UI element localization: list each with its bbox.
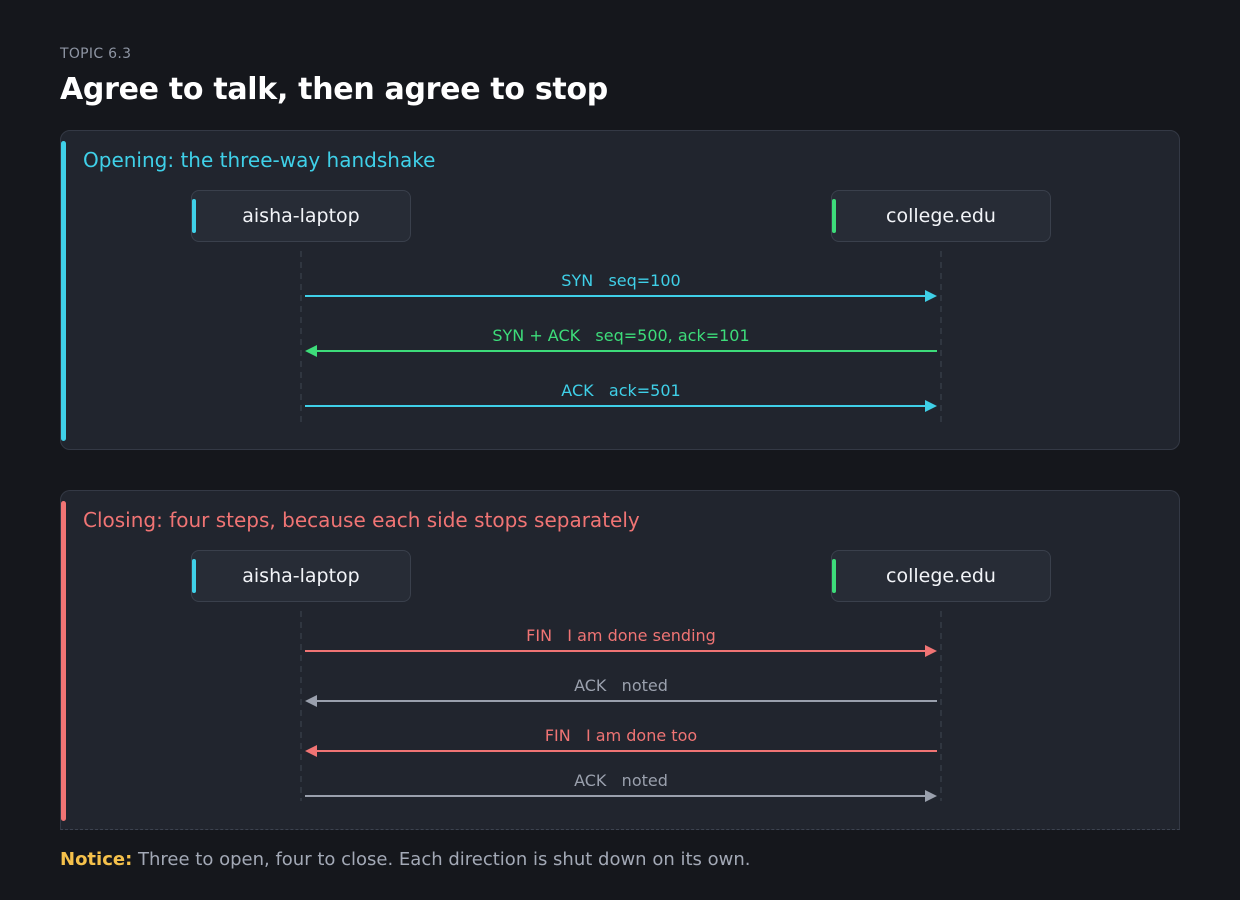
arrowhead-right-icon: [925, 400, 937, 412]
topic-kicker: TOPIC 6.3: [60, 46, 132, 62]
notice-label: Notice:: [60, 849, 133, 870]
message-fin-server: FIN I am done too: [305, 726, 937, 757]
message-label: FIN I am done sending: [526, 626, 716, 645]
message-label: ACK ack=501: [561, 381, 680, 400]
message-label: FIN I am done too: [545, 726, 697, 745]
arrowhead-left-icon: [305, 345, 317, 357]
client-node: aisha-laptop: [191, 190, 411, 242]
server-marker: [832, 199, 836, 233]
arrowhead-right-icon: [925, 790, 937, 802]
closing-panel: Closing: four steps, because each side s…: [60, 490, 1180, 830]
opening-accent-bar: [61, 141, 66, 441]
opening-panel: Opening: the three-way handshake SYN seq…: [60, 130, 1180, 450]
closing-accent-bar: [61, 501, 66, 821]
arrowhead-left-icon: [305, 745, 317, 757]
message-syn: SYN seq=100: [305, 271, 937, 302]
message-label: SYN seq=100: [561, 271, 680, 290]
message-ack: ACK ack=501: [305, 381, 937, 412]
server-node: college.edu: [831, 190, 1051, 242]
client-node-label: aisha-laptop: [242, 565, 360, 587]
client-node-label: aisha-laptop: [242, 205, 360, 227]
message-label: ACK noted: [574, 676, 668, 695]
arrowhead-right-icon: [925, 290, 937, 302]
opening-sequence-diagram: SYN seq=100 SYN + ACK seq=500, ack=101 A…: [300, 251, 942, 427]
message-ack-server: ACK noted: [305, 676, 937, 707]
arrowhead-right-icon: [925, 645, 937, 657]
server-node-label: college.edu: [886, 565, 996, 587]
server-marker: [832, 559, 836, 593]
server-node: college.edu: [831, 550, 1051, 602]
client-node: aisha-laptop: [191, 550, 411, 602]
footer-note: Notice: Three to open, four to close. Ea…: [60, 849, 750, 870]
message-fin-client: FIN I am done sending: [305, 626, 937, 657]
page-title: Agree to talk, then agree to stop: [60, 72, 608, 107]
arrowhead-left-icon: [305, 695, 317, 707]
message-label: SYN + ACK seq=500, ack=101: [492, 326, 749, 345]
message-syn-ack: SYN + ACK seq=500, ack=101: [305, 326, 937, 357]
message-ack-client: ACK noted: [305, 771, 937, 802]
message-label: ACK noted: [574, 771, 668, 790]
client-marker: [192, 559, 196, 593]
client-marker: [192, 199, 196, 233]
opening-panel-title: Opening: the three-way handshake: [83, 148, 436, 172]
closing-panel-title: Closing: four steps, because each side s…: [83, 508, 640, 532]
notice-text: Three to open, four to close. Each direc…: [132, 849, 751, 870]
closing-sequence-diagram: FIN I am done sending ACK noted FIN I am…: [300, 611, 942, 802]
server-node-label: college.edu: [886, 205, 996, 227]
